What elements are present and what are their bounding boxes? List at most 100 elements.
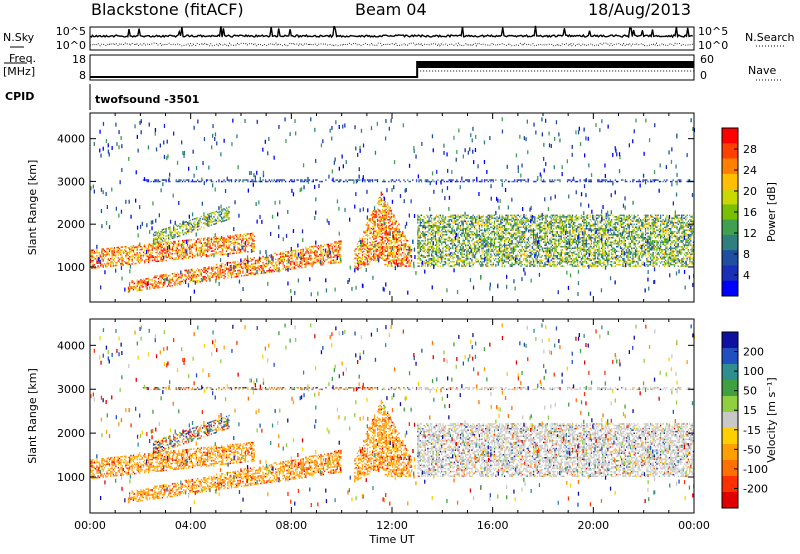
power-echo-ground-scatter-3000: [142, 179, 694, 183]
velocity-ytick-label-0: 1000: [57, 471, 85, 484]
velocity-colorbar-swatch-5: [722, 412, 738, 429]
velocity-colorbar-tick-label-6: -100: [743, 463, 768, 476]
power-echo-rising-F-band: [152, 206, 230, 246]
velocity-ytick-label-3: 4000: [57, 339, 85, 352]
velocity-colorbar-swatch-0: [722, 332, 738, 349]
freq-label-line2: [MHz]: [3, 65, 36, 78]
freq-right-tick-top: 60: [700, 53, 714, 66]
power-colorbar-swatch-0: [722, 128, 738, 144]
freq-series-line: [90, 61, 694, 78]
x-tick-label-4: 16:00: [477, 519, 509, 532]
freq-left-tick-bottom: 8: [79, 69, 86, 82]
power-colorbar-swatch-7: [722, 234, 738, 251]
station-title: Blackstone (fitACF): [91, 0, 244, 19]
power-echo-lower-diagonal: [127, 240, 342, 293]
freq-right-tick-bottom: 0: [700, 69, 707, 82]
velocity-colorbar-tick-label-3: 15: [743, 404, 757, 417]
cpid-label: CPID: [5, 90, 35, 103]
nsky-series-line: [89, 25, 694, 39]
velocity-y-axis-label: Slant Range [km]: [26, 368, 39, 464]
frequency-panel: 18 8 60 0: [72, 53, 782, 82]
velocity-colorbar-tick-label-5: -50: [743, 443, 761, 456]
velocity-colorbar-tick-label-7: -200: [743, 482, 768, 495]
x-tick-label-1: 04:00: [175, 519, 207, 532]
power-colorbar-tick-label-5: 8: [743, 248, 750, 261]
power-colorbar-tick-label-1: 24: [743, 164, 757, 177]
beam-label: Beam 04: [355, 0, 427, 19]
velocity-colorbar-swatch-8: [722, 460, 738, 477]
velocity-colorbar-swatch-2: [722, 364, 738, 381]
cpid-panel: [4, 46, 91, 110]
power-ytick-label-1: 2000: [57, 218, 85, 231]
velocity-colorbar-tick-label-4: -15: [743, 424, 761, 437]
power-colorbar-tick-label-6: 4: [743, 269, 750, 282]
power-colorbar-label: Power [dB]: [765, 182, 778, 242]
velocity-colorbar-swatch-3: [722, 380, 738, 397]
velocity-colorbar: 200 100 50 15 -15 -50 -100 -200 Velocity [m s⁻¹]: [721, 331, 778, 509]
x-tick-label-2: 08:00: [275, 519, 307, 532]
power-colorbar-tick-label-3: 16: [743, 206, 757, 219]
velocity-colorbar-label: Velocity [m s⁻¹]: [765, 377, 778, 462]
power-ytick-label-0: 1000: [57, 261, 85, 274]
velocity-echo-day-band: [417, 423, 694, 477]
power-ytick-label-2: 3000: [57, 175, 85, 188]
power-speckles: [90, 117, 695, 297]
nave-label: Nave: [748, 64, 777, 77]
noise-right-tick-top: 10^5: [698, 25, 728, 38]
power-colorbar-swatch-4: [722, 189, 738, 205]
power-colorbar-tick-label-4: 12: [743, 227, 757, 240]
velocity-colorbar-tick-label-0: 200: [743, 346, 764, 359]
nsky-label: N.Sky: [3, 31, 35, 44]
power-panel: 1000 2000 3000 4000: [57, 112, 695, 303]
power-ytick-label-3: 4000: [57, 133, 85, 146]
power-colorbar-swatch-8: [722, 250, 738, 266]
velocity-echo-rising-F-band: [152, 414, 230, 455]
velocity-colorbar-swatch-10: [722, 492, 738, 509]
nsearch-label: N.Search: [745, 31, 795, 44]
noise-frame: [89, 26, 695, 51]
x-tick-label-6: 00:00: [678, 519, 710, 532]
power-colorbar-swatch-3: [722, 173, 738, 190]
velocity-colorbar-swatch-4: [722, 396, 738, 413]
velocity-colorbar-swatch-6: [722, 428, 738, 445]
power-colorbar-swatch-9: [722, 265, 738, 282]
velocity-colorbar-frame: [721, 331, 739, 509]
freq-label-line1: Freq.: [9, 52, 37, 65]
power-colorbar-swatch-10: [722, 280, 738, 297]
velocity-colorbar-tick-label-2: 50: [743, 385, 757, 398]
noise-panel: 10^510^010^510^0: [56, 25, 784, 52]
power-colorbar-swatch-1: [722, 143, 738, 160]
cpid-mode-label: twofsound -3501: [95, 93, 200, 106]
noise-left-tick-top: 10^5: [56, 25, 86, 38]
x-tick-label-3: 12:00: [376, 519, 408, 532]
freq-band-fill: [417, 63, 694, 68]
velocity-ytick-label-1: 2000: [57, 427, 85, 440]
x-tick-label-0: 00:00: [74, 519, 106, 532]
power-echo-sunrise-streak: [354, 191, 413, 272]
power-colorbar-swatch-5: [722, 204, 738, 221]
date-label: 18/Aug/2013: [588, 0, 692, 19]
noise-left-tick-bottom: 10^0: [56, 39, 86, 52]
velocity-colorbar-swatch-1: [722, 348, 738, 365]
power-y-axis-label: Slant Range [km]: [26, 160, 39, 256]
power-colorbar-swatch-2: [722, 158, 738, 175]
freq-left-tick-top: 18: [72, 53, 86, 66]
velocity-echo-ground-scatter-3000: [142, 387, 694, 391]
power-colorbar-swatch-6: [722, 219, 738, 236]
power-colorbar: 28 24 20 16 12 8 4 Power [dB]: [721, 127, 778, 297]
velocity-colorbar-swatch-9: [722, 476, 738, 493]
axis-labels: Slant Range [km] Slant Range [km] 00:00 04:…: [26, 160, 710, 546]
x-axis-title: Time UT: [368, 533, 414, 546]
x-tick-label-5: 20:00: [577, 519, 609, 532]
power-colorbar-tick-label-2: 20: [743, 185, 757, 198]
velocity-ytick-label-2: 3000: [57, 383, 85, 396]
power-echo-night-E-band: [90, 232, 255, 269]
power-echo-day-band: [417, 214, 694, 267]
velocity-echo-sunrise-streak: [354, 399, 413, 482]
velocity-speckles: [90, 323, 695, 507]
power-colorbar-tick-label-0: 28: [743, 143, 757, 156]
noise-right-tick-bottom: 10^0: [698, 39, 728, 52]
velocity-colorbar-tick-label-1: 100: [743, 365, 764, 378]
velocity-colorbar-swatch-7: [722, 444, 738, 461]
